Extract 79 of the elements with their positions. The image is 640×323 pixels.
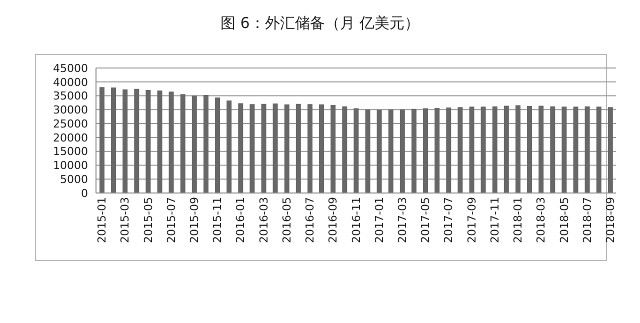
y-tick-label: 20000: [53, 131, 88, 144]
bar: [319, 104, 324, 193]
bar: [504, 106, 509, 193]
x-tick-label: 2018-01: [512, 197, 525, 243]
bar: [122, 89, 128, 193]
bar: [458, 107, 463, 193]
chart-title: 图 6：外汇储备（月 亿美元）: [219, 14, 421, 34]
bar: [192, 96, 197, 193]
x-tick-label: 2016-05: [280, 197, 294, 243]
bar: [423, 108, 428, 193]
x-tick-label: 2015-07: [164, 197, 178, 243]
bar: [354, 108, 359, 193]
x-tick-label: 2016-07: [304, 197, 317, 243]
bar: [596, 106, 602, 193]
bar: [180, 94, 186, 193]
bar: [573, 106, 578, 193]
x-tick-label: 2017-03: [396, 197, 410, 243]
bar: [480, 106, 486, 193]
bar: [365, 109, 370, 193]
y-tick-label: 15000: [53, 145, 88, 158]
bar: [376, 110, 382, 193]
y-tick-label: 10000: [53, 159, 88, 172]
x-tick-label: 2017-11: [488, 197, 502, 243]
bar: [434, 108, 440, 193]
x-tick-label: 2015-01: [96, 197, 109, 243]
x-tick-label: 2016-11: [350, 197, 363, 243]
bar: [226, 100, 232, 193]
y-tick-label: 0: [81, 186, 88, 200]
bar: [608, 107, 613, 193]
x-tick-label: 2016-09: [326, 197, 340, 243]
bar: [538, 106, 544, 193]
bar: [400, 109, 405, 193]
x-tick-label: 2017-05: [419, 197, 432, 243]
bar: [261, 104, 266, 193]
bar: [515, 105, 520, 193]
bar: [99, 87, 104, 193]
bar: [492, 106, 498, 193]
bar: [146, 90, 151, 193]
x-tick-label: 2018-07: [580, 197, 594, 243]
bar: [550, 106, 556, 193]
bar: [469, 106, 474, 193]
x-tick-label: 2017-07: [442, 197, 456, 243]
bar: [134, 88, 140, 193]
bar: [203, 94, 208, 193]
y-tick-label: 35000: [53, 90, 88, 103]
x-tick-label: 2015-05: [142, 197, 155, 243]
x-tick-label: 2017-01: [372, 197, 386, 243]
bar: [342, 106, 348, 193]
x-tick-label: 2018-05: [558, 197, 571, 243]
bar: [296, 104, 301, 193]
bar: [111, 87, 116, 193]
x-tick-label: 2016-03: [257, 197, 270, 243]
bar: [562, 106, 567, 193]
y-tick-label: 25000: [53, 117, 88, 130]
y-tick-label: 5000: [60, 173, 88, 186]
bar: [388, 109, 394, 193]
y-tick-label: 45000: [53, 62, 88, 75]
bar: [411, 108, 416, 193]
x-tick-label: 2015-03: [118, 197, 132, 243]
bar: [215, 97, 220, 193]
y-tick-label: 30000: [53, 104, 88, 117]
bar: [238, 103, 244, 193]
x-tick-label: 2017-09: [465, 197, 478, 243]
bar: [157, 90, 162, 193]
x-tick-label: 2018-09: [604, 197, 618, 243]
y-tick-label: 40000: [53, 76, 88, 89]
bar: [168, 92, 174, 193]
bar: [527, 106, 532, 193]
x-tick-label: 2015-11: [211, 197, 224, 243]
bar: [584, 106, 590, 193]
x-tick-label: 2018-03: [534, 197, 548, 243]
x-tick-label: 2015-09: [188, 197, 202, 243]
bar: [307, 104, 312, 193]
bar: [446, 107, 452, 193]
x-tick-label: 2016-01: [234, 197, 248, 243]
bar: [272, 104, 278, 193]
bar: [284, 104, 290, 193]
bar: [330, 104, 336, 193]
bar: [250, 104, 255, 193]
